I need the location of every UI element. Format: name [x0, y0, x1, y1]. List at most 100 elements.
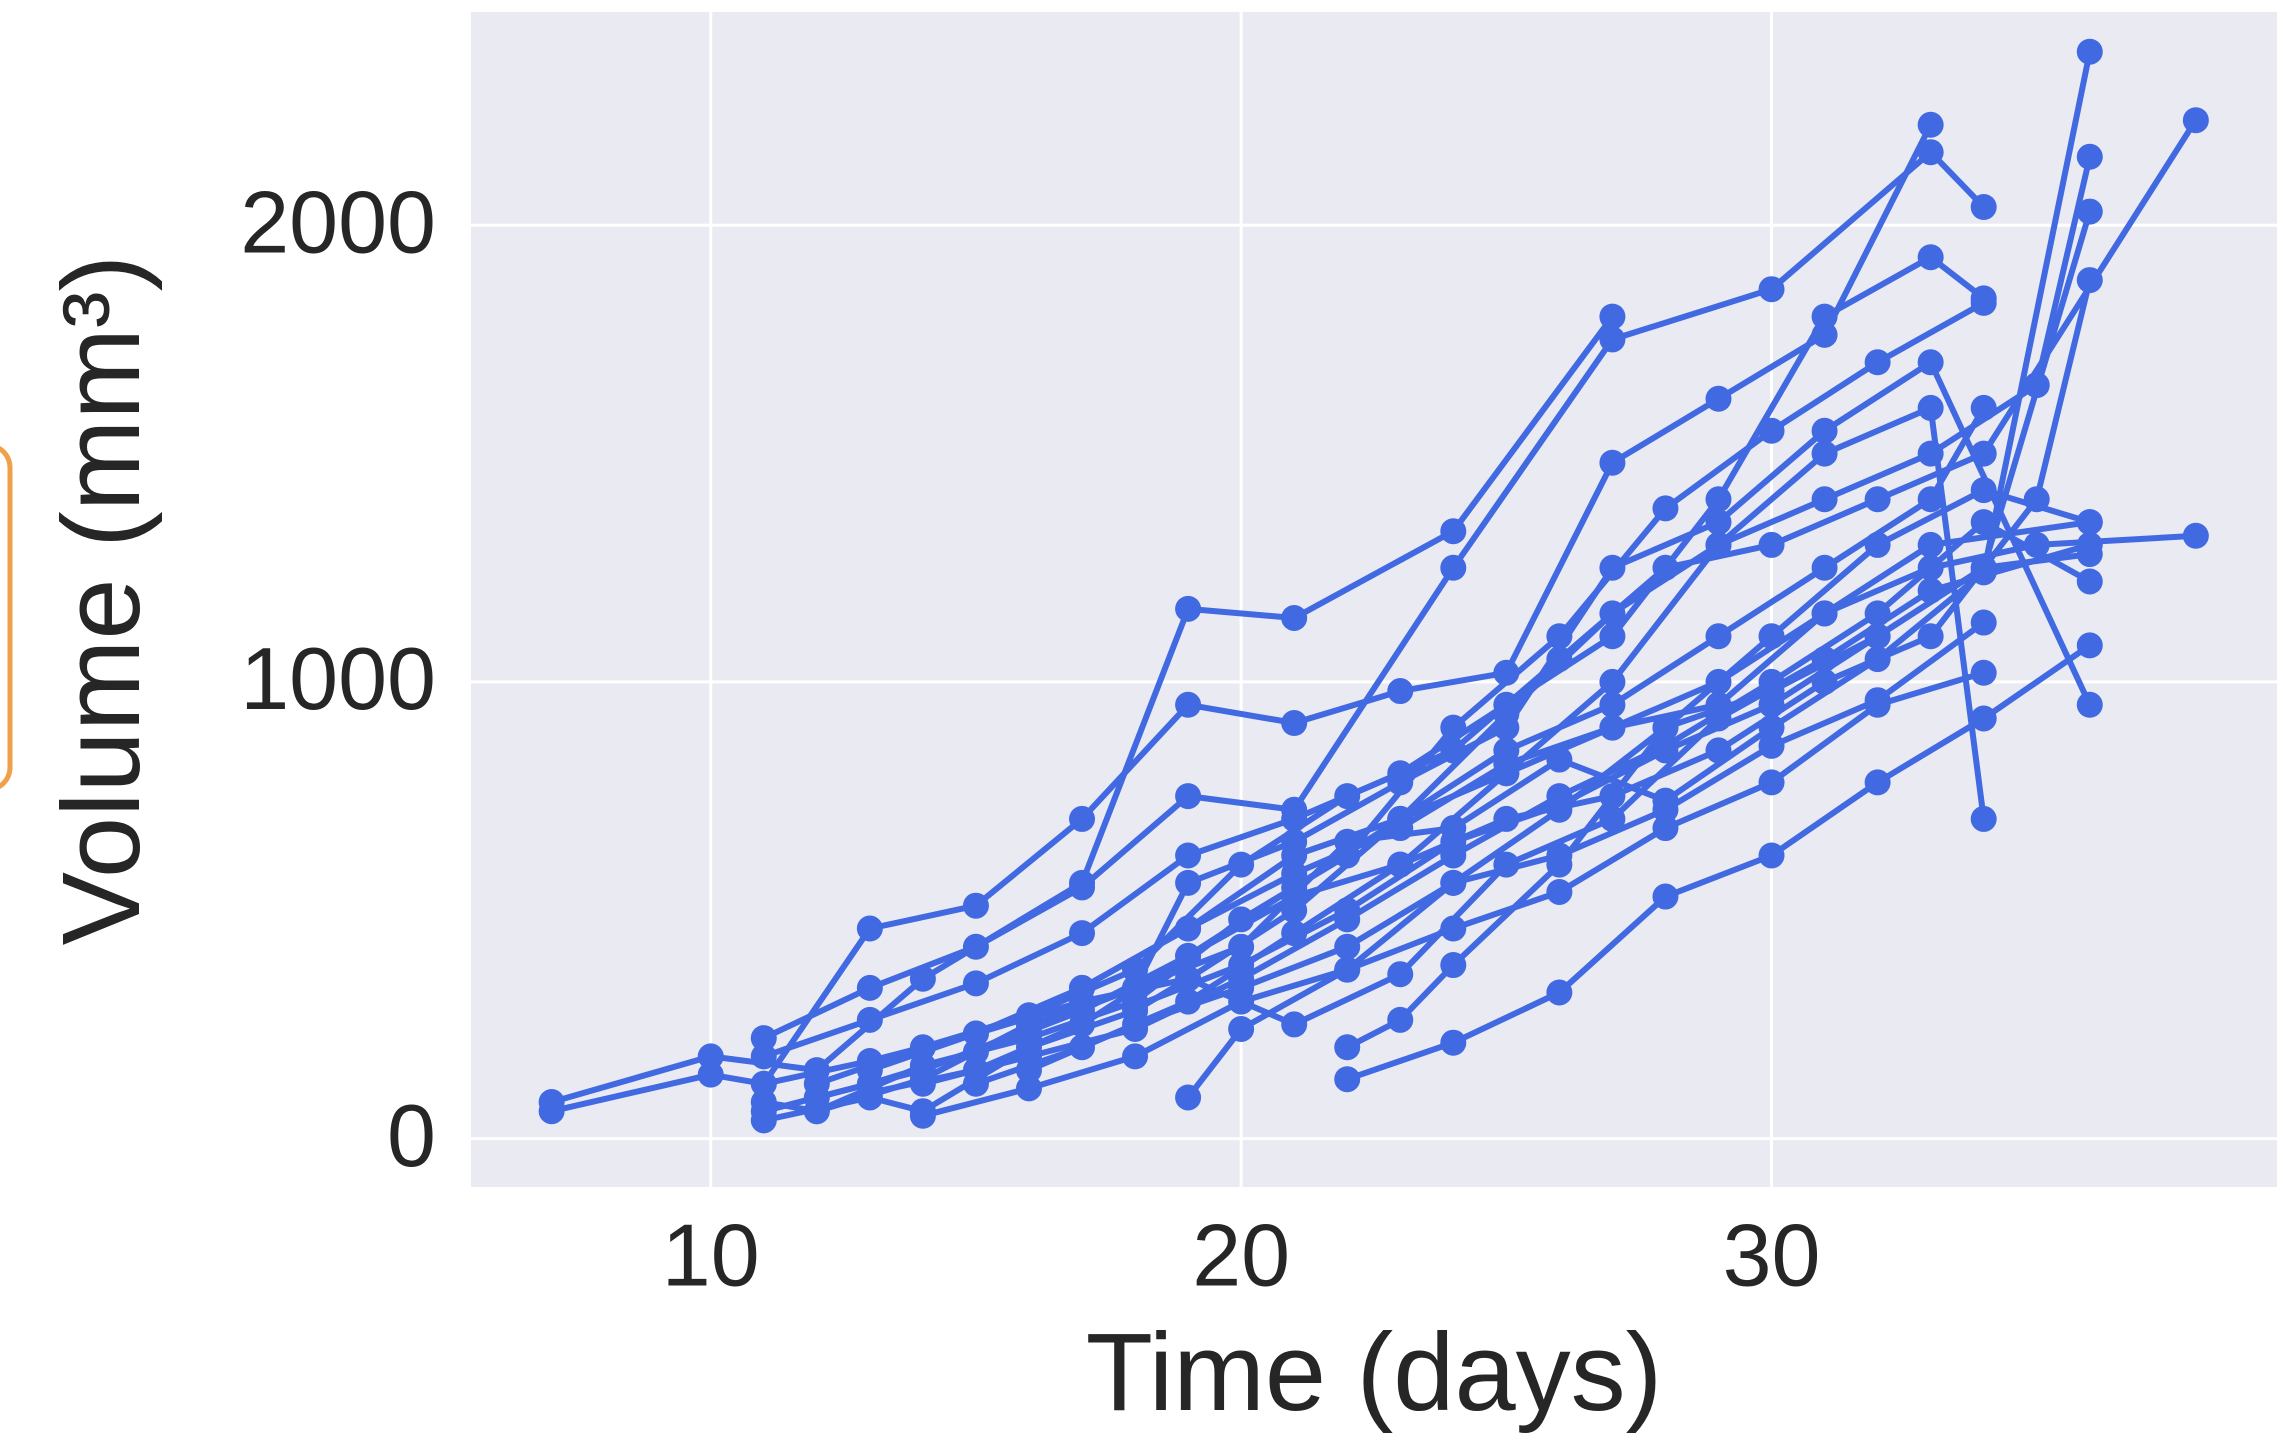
- data-point: [1069, 805, 1096, 832]
- data-point: [1228, 851, 1255, 878]
- y-tick-label: 1000: [240, 629, 436, 728]
- data-point: [1281, 1011, 1308, 1038]
- data-point: [1228, 1015, 1255, 1042]
- data-point: [1705, 531, 1732, 558]
- data-point: [1811, 417, 1838, 444]
- x-tick-label: 20: [1192, 1205, 1290, 1304]
- data-point: [1599, 623, 1626, 650]
- data-point: [2023, 531, 2050, 558]
- data-point: [1917, 577, 1944, 604]
- data-point: [1281, 710, 1308, 737]
- data-point: [1440, 952, 1467, 979]
- data-point: [697, 1061, 724, 1088]
- data-point: [1069, 974, 1096, 1001]
- data-point: [1175, 988, 1202, 1015]
- data-point: [1864, 623, 1891, 650]
- data-point: [1970, 477, 1997, 504]
- data-point: [1493, 805, 1520, 832]
- data-point: [2076, 143, 2103, 170]
- data-point: [1069, 1034, 1096, 1061]
- data-point: [1387, 961, 1414, 988]
- data-point: [2076, 38, 2103, 65]
- data-point: [1334, 1034, 1361, 1061]
- data-point: [1970, 805, 1997, 832]
- data-point: [962, 892, 989, 919]
- data-point: [1493, 659, 1520, 686]
- data-point: [2023, 486, 2050, 513]
- data-point: [1281, 920, 1308, 947]
- data-point: [1811, 600, 1838, 627]
- data-point: [1652, 815, 1679, 842]
- data-point: [1705, 509, 1732, 536]
- data-point: [856, 1006, 883, 1033]
- data-point: [1334, 1066, 1361, 1093]
- data-point: [1705, 737, 1732, 764]
- highlight-frame: [0, 446, 13, 789]
- data-point: [1334, 783, 1361, 810]
- data-point: [1917, 394, 1944, 421]
- data-point: [1599, 805, 1626, 832]
- series-line: [1346, 642, 2092, 1083]
- data-point: [1917, 139, 1944, 166]
- data-point: [1917, 531, 1944, 558]
- data-point: [1334, 897, 1361, 924]
- data-point: [1599, 326, 1626, 353]
- data-point: [2182, 522, 2209, 549]
- data-point: [1652, 714, 1679, 741]
- data-point: [1758, 623, 1785, 650]
- series-line: [550, 123, 1934, 1115]
- data-point: [1758, 531, 1785, 558]
- data-point: [1493, 851, 1520, 878]
- data-point: [1281, 874, 1308, 901]
- data-point: [1175, 1084, 1202, 1111]
- data-point: [1599, 714, 1626, 741]
- data-point: [1546, 979, 1573, 1006]
- data-point: [1069, 920, 1096, 947]
- data-point: [1652, 796, 1679, 823]
- data-point: [1015, 1075, 1042, 1102]
- data-point: [1970, 193, 1997, 220]
- data-point: [1546, 878, 1573, 905]
- data-point: [1917, 486, 1944, 513]
- data-point: [2076, 267, 2103, 294]
- data-point: [1015, 1015, 1042, 1042]
- data-point: [1175, 915, 1202, 942]
- data-point: [1175, 842, 1202, 869]
- data-point: [962, 1038, 989, 1065]
- data-point: [909, 1102, 936, 1129]
- data-point: [909, 1070, 936, 1097]
- data-point: [1122, 1015, 1149, 1042]
- data-point: [1652, 554, 1679, 581]
- data-point: [1705, 623, 1732, 650]
- data-point: [1387, 851, 1414, 878]
- data-point: [909, 965, 936, 992]
- data-point: [1015, 1043, 1042, 1070]
- data-point: [1811, 440, 1838, 467]
- data-point: [1493, 737, 1520, 764]
- data-point: [1493, 700, 1520, 727]
- data-point: [1864, 486, 1891, 513]
- data-point: [1758, 732, 1785, 759]
- data-point: [1811, 646, 1838, 673]
- data-point: [1864, 691, 1891, 718]
- data-point: [2076, 541, 2103, 568]
- data-point: [1387, 805, 1414, 832]
- data-point: [1864, 769, 1891, 796]
- data-point: [1387, 1006, 1414, 1033]
- data-point: [1175, 691, 1202, 718]
- data-point: [1970, 285, 1997, 312]
- data-point: [1599, 668, 1626, 695]
- data-point: [1758, 714, 1785, 741]
- data-point: [803, 1084, 830, 1111]
- data-point: [1175, 869, 1202, 896]
- data-point: [856, 1070, 883, 1097]
- data-point: [1758, 276, 1785, 303]
- data-point: [1705, 668, 1732, 695]
- y-tick-label: 2000: [240, 173, 436, 272]
- data-point: [1758, 691, 1785, 718]
- data-point: [1758, 769, 1785, 796]
- data-point: [1970, 509, 1997, 536]
- data-point: [1122, 956, 1149, 983]
- data-point: [1917, 244, 1944, 271]
- data-point: [1546, 792, 1573, 819]
